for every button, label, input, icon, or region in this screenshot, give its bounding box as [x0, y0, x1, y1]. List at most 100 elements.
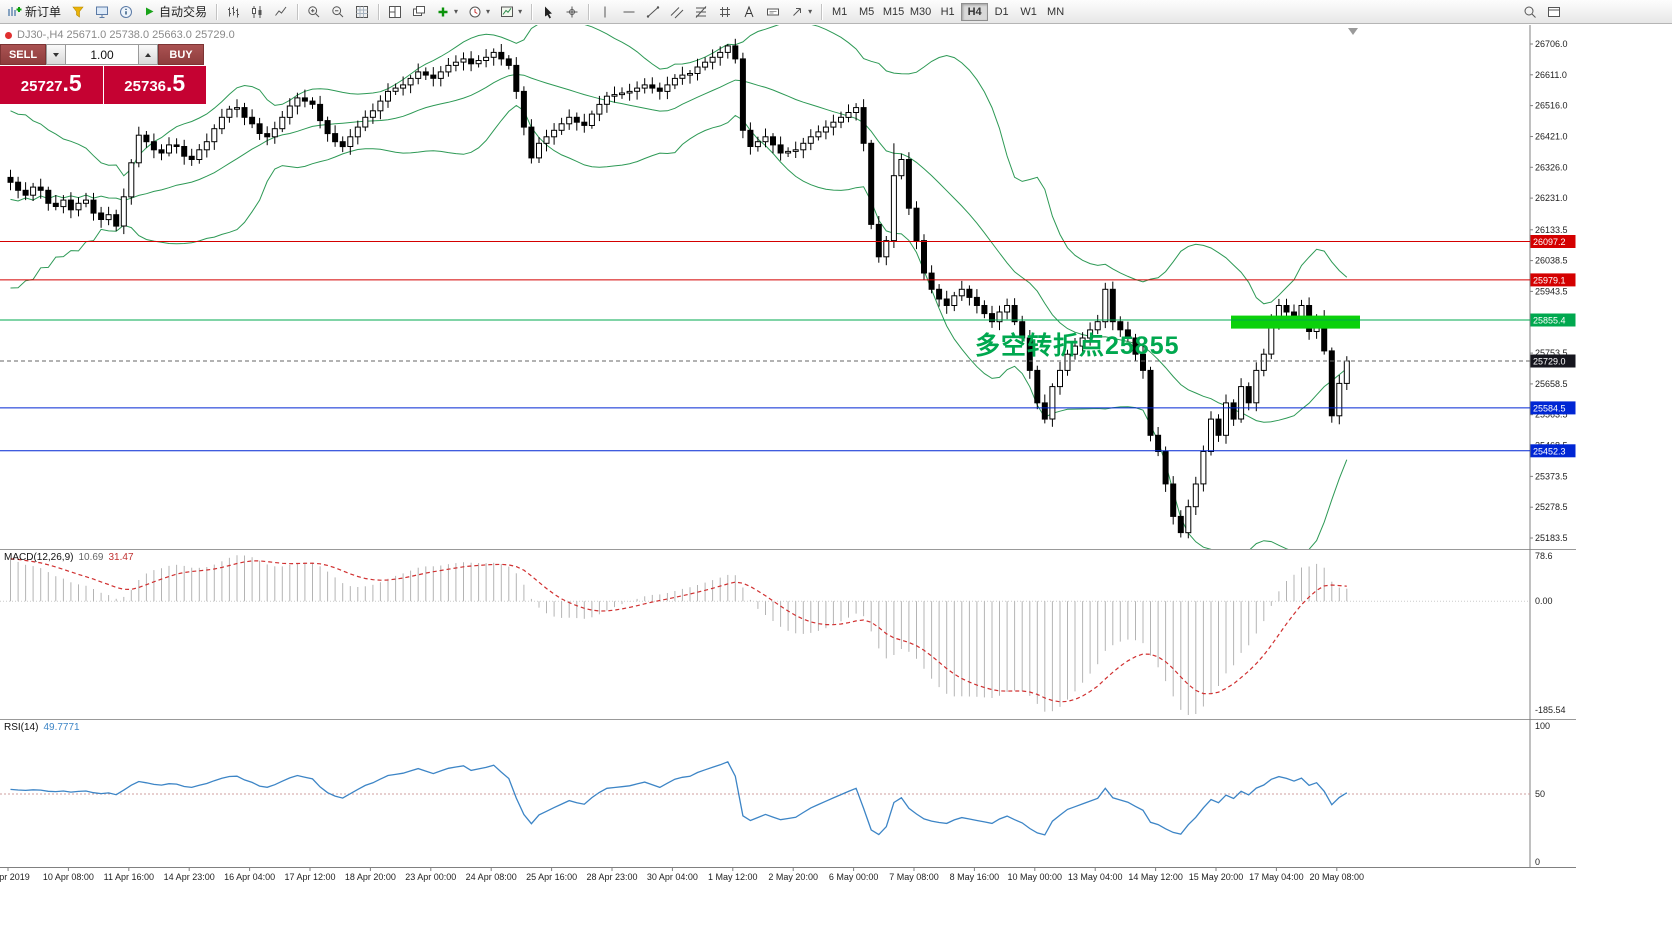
macd-indicator — [0, 555, 1530, 715]
templates-button[interactable]: ▾ — [496, 2, 526, 22]
timeframe-mn-button[interactable]: MN — [1042, 3, 1069, 21]
auto-arrange-button[interactable] — [351, 2, 373, 22]
one-click-trading-panel: SELL BUY 25727.5 25736.5 — [0, 44, 206, 104]
zoom-out-icon — [332, 5, 344, 17]
price-tag-label: 25855.4 — [1533, 316, 1566, 326]
time-axis-label: 20 May 08:00 — [1310, 872, 1365, 882]
triangle-down-icon — [53, 52, 59, 57]
text-a-icon — [744, 5, 754, 17]
tick-dot-icon — [5, 31, 12, 39]
autotrading-label: 自动交易 — [159, 5, 208, 19]
play-icon — [146, 7, 154, 16]
timeframe-d1-button[interactable]: D1 — [988, 3, 1015, 21]
tile-windows-icon — [389, 5, 402, 18]
gann-grid-button[interactable] — [714, 2, 736, 22]
buy-price-display[interactable]: 25736.5 — [103, 66, 206, 104]
zoom-in-button[interactable] — [303, 2, 325, 22]
clock-icon — [469, 6, 481, 17]
time-axis-label: 14 Apr 23:00 — [164, 872, 215, 882]
toolbar-separator — [216, 3, 218, 20]
time-axis-label: 11 Apr 16:00 — [104, 872, 154, 882]
new-order-button[interactable]: 新订单 — [3, 2, 65, 22]
sell-button[interactable]: SELL — [0, 44, 46, 65]
timeframe-h4-button[interactable]: H4 — [961, 2, 989, 21]
price-tag-label: 25452.3 — [1533, 446, 1566, 456]
market-watch-button[interactable] — [91, 2, 113, 22]
quick-trade-button[interactable] — [67, 2, 89, 22]
time-axis-label: 8 May 16:00 — [950, 872, 1000, 882]
timeframe-m30-button[interactable]: M30 — [907, 3, 934, 21]
template-icon — [501, 6, 514, 17]
time-axis-label: 30 Apr 04:00 — [647, 872, 698, 882]
dropdown-arrow-icon: ▾ — [454, 7, 459, 16]
price-axis-label: 26516.0 — [1535, 101, 1568, 111]
crosshair-button[interactable] — [561, 2, 583, 22]
cascade-windows-button[interactable] — [408, 2, 430, 22]
fibonacci-button[interactable] — [690, 2, 712, 22]
sell-price-display[interactable]: 25727.5 — [0, 66, 103, 104]
price-tag-label: 26097.2 — [1533, 237, 1566, 247]
volume-increase-button[interactable] — [138, 44, 158, 65]
price-axis-label: 26611.0 — [1535, 70, 1567, 80]
autotrading-button[interactable]: 自动交易 — [139, 2, 211, 22]
arrow-icon — [793, 7, 802, 16]
time-axis-label: 6 May 00:00 — [829, 872, 879, 882]
volume-input[interactable] — [66, 44, 138, 65]
toolbar-separator — [378, 3, 380, 20]
indicators-button[interactable]: ▾ — [432, 2, 462, 22]
highlight-rectangle[interactable] — [1231, 315, 1360, 329]
gann-grid-icon — [720, 6, 731, 17]
rsi-name: RSI(14) — [4, 722, 39, 733]
rsi-axis-label: 50 — [1535, 789, 1545, 799]
buy-button[interactable]: BUY — [158, 44, 204, 65]
price-axis-label: 25658.5 — [1535, 379, 1568, 389]
zoom-in-icon — [308, 5, 320, 17]
info-icon — [120, 5, 133, 18]
search-button[interactable] — [1519, 2, 1541, 22]
price-tag — [1530, 401, 1576, 415]
dropdown-arrow-icon: ▾ — [808, 7, 813, 16]
sell-price-main: 25727 — [20, 78, 63, 95]
price-axis-label: 26326.0 — [1535, 162, 1568, 172]
timeframe-w1-button[interactable]: W1 — [1015, 3, 1042, 21]
timeframe-m1-button[interactable]: M1 — [826, 3, 853, 21]
timeframe-h1-button[interactable]: H1 — [934, 3, 961, 21]
cursor-button[interactable] — [537, 2, 559, 22]
search-icon — [1524, 6, 1536, 18]
rsi-axis-label: 0 — [1535, 857, 1540, 867]
buy-price-main: 25736 — [124, 78, 167, 95]
bar-chart-button[interactable] — [222, 2, 244, 22]
horizontal-line-button[interactable] — [618, 2, 640, 22]
tile-windows-button[interactable] — [384, 2, 406, 22]
line-chart-icon — [275, 6, 287, 16]
turning-point-annotation[interactable]: 多空转折点25855 — [975, 332, 1180, 360]
candlestick-chart-button[interactable] — [246, 2, 268, 22]
macd-signal-value: 31.47 — [108, 552, 134, 563]
price-axis-label: 26038.5 — [1535, 256, 1568, 266]
line-chart-button[interactable] — [270, 2, 292, 22]
chart-shift-marker[interactable] — [1348, 28, 1358, 35]
macd-axis-label: 0.00 — [1535, 596, 1553, 606]
time-axis-label: 10 May 00:00 — [1008, 872, 1063, 882]
trendline-icon — [646, 5, 660, 18]
text-label-button[interactable] — [762, 2, 784, 22]
symbol-ohlc-text: DJ30-,H4 25671.0 25738.0 25663.0 25729.0 — [17, 29, 235, 41]
time-axis-label: 1 May 12:00 — [708, 872, 758, 882]
rsi-axis-label: 100 — [1535, 721, 1550, 731]
data-window-button[interactable] — [115, 2, 137, 22]
timeframe-m5-button[interactable]: M5 — [853, 3, 880, 21]
trendline-button[interactable] — [642, 2, 664, 22]
panel-toggle-button[interactable] — [1543, 2, 1565, 22]
channel-button[interactable] — [666, 2, 688, 22]
text-button[interactable] — [738, 2, 760, 22]
timeframe-m15-button[interactable]: M15 — [880, 3, 907, 21]
time-axis-label: 24 Apr 08:00 — [466, 872, 517, 882]
periods-button[interactable]: ▾ — [464, 2, 494, 22]
arrows-button[interactable]: ▾ — [786, 2, 816, 22]
channel-icon — [670, 6, 684, 18]
volume-decrease-button[interactable] — [46, 44, 66, 65]
zoom-out-button[interactable] — [327, 2, 349, 22]
time-axis-label: 14 May 12:00 — [1128, 872, 1183, 882]
vertical-line-button[interactable] — [594, 2, 616, 22]
